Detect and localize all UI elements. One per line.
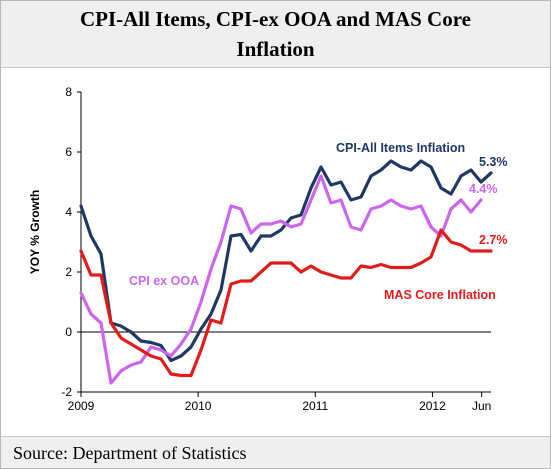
source-band: Source: Department of Statistics	[1, 436, 550, 468]
y-tick-label: 8	[65, 85, 72, 99]
y-tick-label: 2	[65, 265, 72, 279]
source-note: Source: Department of Statistics	[13, 443, 247, 463]
x-tick-label: 2009	[68, 399, 95, 413]
chart-axes: -2 0 2 4 6 8 YOY % Growth 2009 2010 2011 2012 Jun	[28, 85, 491, 413]
x-tick-label: 2010	[185, 399, 212, 413]
y-tick-label: 4	[65, 205, 72, 219]
chart-title: CPI-All Items, CPI-ex OOA and MAS Core I…	[79, 7, 471, 61]
end-value-label-2: 4.4%	[469, 182, 498, 196]
series-annotation-3: MAS Core Inflation	[384, 288, 496, 302]
y-tick-label: 6	[65, 145, 72, 159]
x-tick-label: 2012	[419, 399, 446, 413]
series-line-2	[79, 174, 483, 385]
y-tick-label: -2	[61, 385, 72, 399]
end-value-label-1: 5.3%	[479, 155, 508, 169]
series-line-3	[79, 228, 493, 378]
end-value-label-3: 2.7%	[479, 233, 508, 247]
series-labels: 5.3% 4.4% 2.7% CPI-All Items Inflation CPI e…	[129, 141, 508, 302]
series-line-1	[79, 159, 493, 363]
series-annotation-1: CPI-All Items Inflation	[336, 141, 465, 155]
x-tick-label: Jun	[472, 399, 491, 413]
series-lines	[79, 159, 493, 385]
x-tick-label: 2011	[302, 399, 328, 413]
y-axis-label: YOY % Growth	[28, 190, 42, 274]
line-chart: -2 0 2 4 6 8 YOY % Growth 2009 2010 2011 2012 Jun 5…	[28, 85, 508, 413]
y-tick-label: 0	[65, 325, 72, 339]
series-annotation-2: CPI ex OOA	[129, 274, 199, 288]
title-band: CPI-All Items, CPI-ex OOA and MAS Core I…	[1, 1, 550, 68]
